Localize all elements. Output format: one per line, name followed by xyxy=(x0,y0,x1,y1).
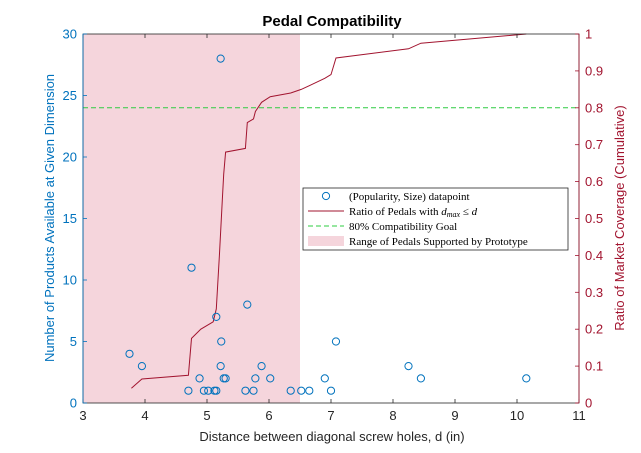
datapoint-marker xyxy=(216,54,225,63)
y-right-tick-label: 0.1 xyxy=(585,359,603,374)
datapoint-marker xyxy=(320,374,329,383)
y-right-axis-label: Ratio of Market Coverage (Cumulative) xyxy=(612,105,627,330)
y-right-tick-label: 0.6 xyxy=(585,174,603,189)
datapoint-marker xyxy=(212,386,221,395)
y-right-tick-label: 0.7 xyxy=(585,137,603,152)
datapoint-marker xyxy=(297,386,306,395)
y-left-tick-label: 20 xyxy=(63,150,77,165)
datapoint-marker xyxy=(241,386,250,395)
datapoint-marker xyxy=(249,386,258,395)
y-right-axis-ticks: 0 0.1 0.2 0.3 0.4 0.5 0.6 0.7 0.8 0.9 1 xyxy=(575,27,603,411)
chart-title: Pedal Compatibility xyxy=(262,13,402,30)
y-left-tick-label: 25 xyxy=(63,88,77,103)
datapoint-marker xyxy=(221,374,230,383)
legend: (Popularity, Size) datapoint Ratio of Pe… xyxy=(302,187,569,251)
datapoint-marker xyxy=(212,312,221,321)
y-left-tick-label: 5 xyxy=(70,334,77,349)
x-tick-label: 11 xyxy=(572,408,586,423)
y-right-tick-label: 0.8 xyxy=(585,100,603,115)
y-right-tick-label: 0.2 xyxy=(585,322,603,337)
datapoint-marker xyxy=(187,263,196,272)
supported-range-region xyxy=(83,34,300,403)
datapoint-marker xyxy=(251,374,260,383)
legend-scatter-marker xyxy=(321,191,331,201)
legend-region-marker xyxy=(308,236,344,246)
x-tick-label: 6 xyxy=(265,408,272,423)
datapoint-marker xyxy=(404,362,413,371)
datapoint-marker xyxy=(125,349,134,358)
datapoint-marker xyxy=(305,386,314,395)
y-right-tick-label: 0 xyxy=(585,396,592,411)
x-tick-label: 9 xyxy=(451,408,458,423)
legend-label-datapoint: (Popularity, Size) datapoint xyxy=(349,191,470,203)
y-right-tick-label: 0.5 xyxy=(585,211,603,226)
x-tick-label: 10 xyxy=(510,408,524,423)
y-right-tick-label: 1 xyxy=(585,27,592,42)
datapoint-marker xyxy=(257,362,266,371)
y-left-tick-label: 0 xyxy=(70,396,77,411)
legend-label-region: Range of Pedals Supported by Prototype xyxy=(349,236,528,248)
y-left-tick-label: 30 xyxy=(63,27,77,42)
datapoint-marker xyxy=(204,386,213,395)
datapoint-marker xyxy=(266,374,275,383)
datapoint-marker xyxy=(216,362,225,371)
datapoint-marker xyxy=(137,362,146,371)
datapoint-marker xyxy=(199,386,208,395)
datapoint-marker xyxy=(195,374,204,383)
datapoint-marker xyxy=(416,374,425,383)
datapoint-marker xyxy=(326,386,336,395)
y-left-tick-label: 10 xyxy=(63,273,77,288)
coverage-line-group xyxy=(131,33,527,389)
x-tick-label: 8 xyxy=(389,408,396,423)
x-tick-label: 3 xyxy=(79,408,86,423)
y-right-tick-label: 0.3 xyxy=(585,285,603,300)
x-axis-label: Distance between diagonal screw holes, d… xyxy=(199,429,464,444)
datapoint-marker xyxy=(217,337,226,346)
x-tick-label: 7 xyxy=(327,408,334,423)
datapoint-marker xyxy=(522,374,531,383)
y-left-tick-label: 15 xyxy=(63,211,77,226)
x-axis-ticks: 3 4 5 6 7 8 9 10 11 xyxy=(79,34,586,423)
legend-label-ratio: Ratio of Pedals with dmax ≤ d xyxy=(349,206,478,219)
legend-label-goal: 80% Compatibility Goal xyxy=(349,221,457,233)
y-left-axis-label: Number of Products Available at Given Di… xyxy=(42,74,57,362)
y-right-tick-label: 0.4 xyxy=(585,248,603,263)
datapoint-marker xyxy=(331,337,341,346)
x-tick-label: 5 xyxy=(203,408,210,423)
y-left-axis-ticks: 0 5 10 15 20 25 30 xyxy=(63,27,87,411)
datapoint-marker xyxy=(184,386,193,395)
y-right-tick-label: 0.9 xyxy=(585,63,603,78)
datapoint-marker xyxy=(243,300,252,309)
x-tick-label: 4 xyxy=(141,408,148,423)
datapoints-group xyxy=(125,54,531,395)
coverage-line xyxy=(131,33,527,389)
legend-box xyxy=(302,187,569,251)
datapoint-marker xyxy=(286,386,295,395)
